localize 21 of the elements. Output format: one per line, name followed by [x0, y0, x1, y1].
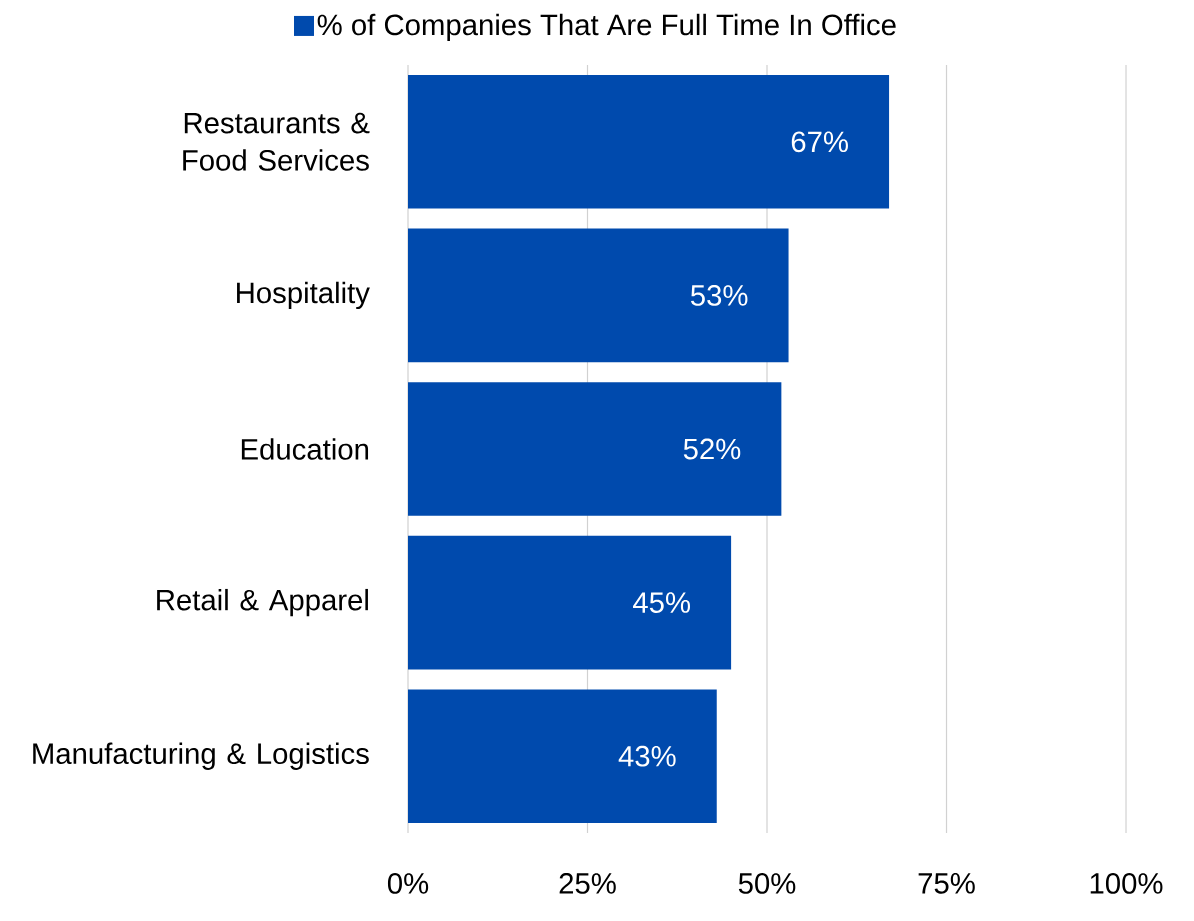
- x-tick-label: 100%: [1090, 873, 1163, 894]
- y-tick-label: Restaurants & Food Services: [183, 112, 370, 171]
- x-tick-label: 25%: [559, 873, 616, 894]
- data-label: 45%: [633, 592, 690, 613]
- data-label: 53%: [690, 285, 748, 306]
- x-tick-label: 50%: [738, 873, 796, 894]
- bar: [408, 535, 732, 670]
- data-label: 52%: [683, 438, 741, 460]
- x-tick-label: 0%: [387, 873, 429, 894]
- legend-label: % of Companies That Are Full Time In Office: [317, 13, 896, 42]
- bar: [408, 689, 717, 824]
- x-tick-label: 75%: [918, 873, 975, 894]
- data-label: 67%: [791, 131, 848, 153]
- bar: [408, 74, 890, 209]
- y-tick-label: Manufacturing & Logistics: [33, 742, 369, 770]
- y-tick-label: Education: [241, 438, 369, 460]
- bar: [408, 382, 782, 516]
- bar: [408, 228, 789, 363]
- y-tick-label: Hospitality: [237, 281, 370, 310]
- data-label: 43%: [618, 745, 676, 767]
- y-tick-label: Retail & Apparel: [157, 588, 368, 617]
